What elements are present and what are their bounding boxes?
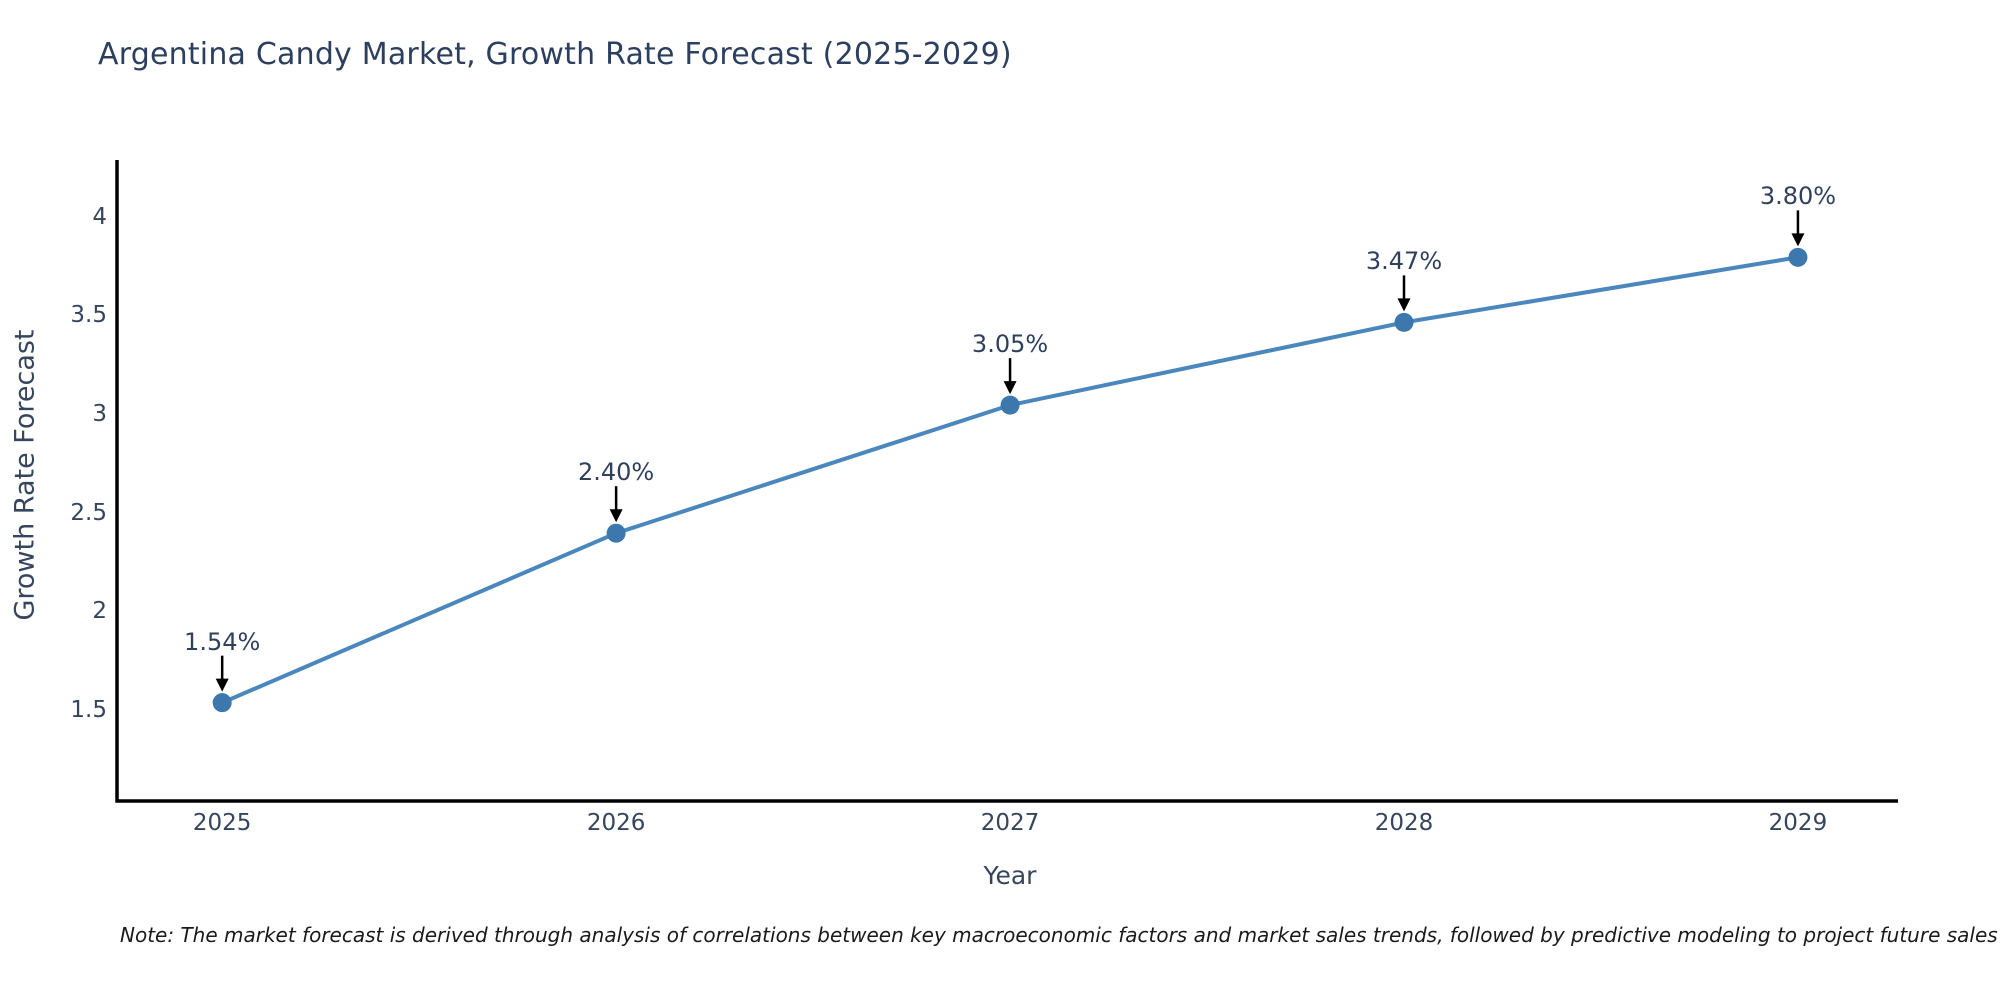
- annotation-arrowhead-icon: [1791, 233, 1805, 247]
- data-point-value-label: 3.05%: [971, 330, 1049, 359]
- y-tick-label: 3.5: [70, 302, 107, 329]
- data-point-marker[interactable]: [1394, 312, 1414, 332]
- x-tick-label: 2027: [980, 810, 1040, 836]
- series-line: [220, 255, 1800, 705]
- data-point-marker[interactable]: [1000, 395, 1020, 415]
- data-point-marker[interactable]: [212, 693, 232, 713]
- axis-spines: [115, 160, 1898, 803]
- y-axis-title: Growth Rate Forecast: [9, 329, 41, 621]
- data-point-value-label: 3.47%: [1365, 247, 1443, 276]
- annotation-arrowhead-icon: [609, 509, 623, 523]
- annotation-arrowhead-icon: [1397, 298, 1411, 312]
- y-tick-label: 2.5: [70, 499, 107, 526]
- x-tick-label: 2026: [586, 810, 646, 836]
- data-point-value-label: 3.80%: [1759, 182, 1837, 211]
- annotation-arrowhead-icon: [1003, 381, 1017, 395]
- y-tick-label: 1.5: [70, 696, 107, 723]
- y-tick-label: 4: [92, 203, 107, 230]
- y-tick-label: 3: [92, 400, 107, 427]
- data-point-value-label: 2.40%: [577, 458, 655, 487]
- data-point-value-label: 1.54%: [184, 627, 261, 656]
- footnote: Note: The market forecast is derived thr…: [120, 923, 1998, 947]
- x-tick-label: 2029: [1768, 810, 1828, 836]
- data-point-marker[interactable]: [606, 523, 626, 543]
- x-axis-title: Year: [983, 861, 1037, 890]
- x-tick-label: 2025: [192, 810, 252, 836]
- y-tick-label: 2: [92, 598, 107, 625]
- annotation-arrowhead-icon: [215, 678, 229, 692]
- chart-title: Argentina Candy Market, Growth Rate Fore…: [98, 37, 1012, 72]
- data-point-marker[interactable]: [1788, 247, 1808, 267]
- x-tick-label: 2028: [1374, 810, 1434, 836]
